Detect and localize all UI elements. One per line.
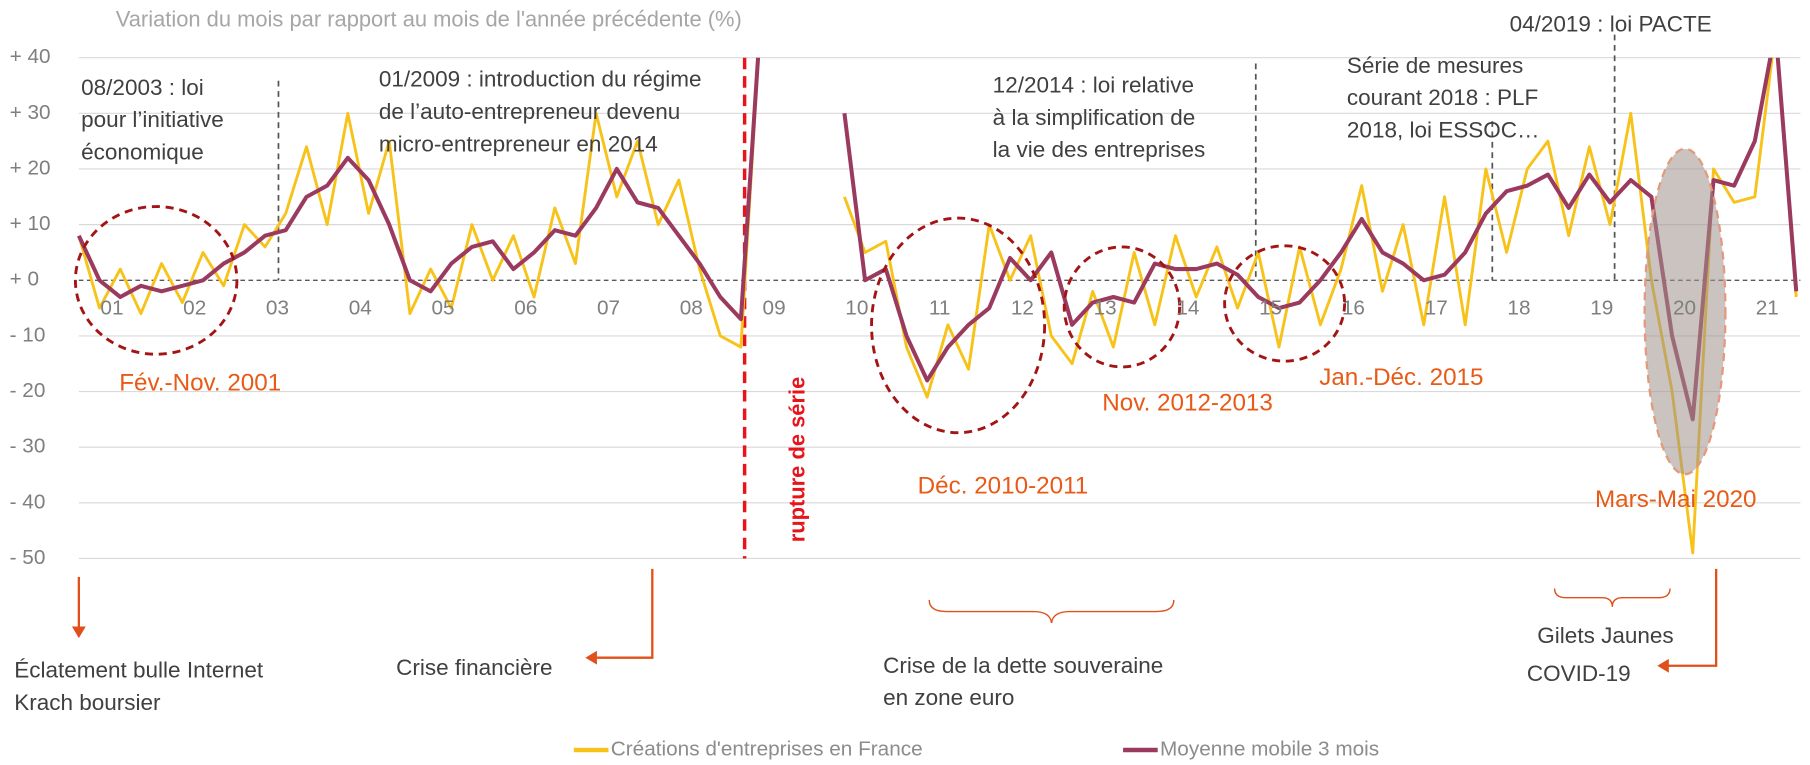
y-tick-label: - 40 — [10, 490, 46, 513]
highlight-label: Déc. 2010-2011 — [918, 472, 1089, 499]
annotation: économique — [81, 139, 204, 164]
annotation: de l’auto-entrepreneur devenu — [379, 99, 680, 124]
brace — [928, 599, 1175, 624]
x-tick-label: 20 — [1673, 297, 1696, 320]
braces — [928, 588, 1671, 624]
arrow-head — [1657, 658, 1669, 673]
annotation: à la simplification de — [993, 105, 1196, 130]
event-label: Crise de la dette souveraine — [883, 653, 1163, 678]
x-tick-label: 13 — [1094, 297, 1117, 320]
x-tick-label: 09 — [763, 297, 786, 320]
x-tick-label: 10 — [845, 297, 868, 320]
highlight-ellipses — [73, 205, 1347, 435]
x-tick-label: 04 — [349, 297, 372, 320]
x-tick-label: 17 — [1425, 297, 1448, 320]
y-tick-label: + 40 — [10, 45, 51, 68]
break-label: rupture de série — [785, 377, 810, 543]
arrow-heads — [71, 626, 1669, 673]
arrow — [594, 568, 654, 659]
annotation: micro-entrepreneur en 2014 — [379, 131, 658, 156]
x-tick-label: 12 — [1011, 297, 1034, 320]
highlight-ellipse — [73, 205, 239, 356]
legend-label: Moyenne mobile 3 mois — [1160, 737, 1379, 760]
event-label: Krach boursier — [14, 690, 161, 715]
highlight-ellipse — [1223, 244, 1347, 363]
y-tick-label: + 0 — [10, 268, 39, 291]
annotation: courant 2018 : PLF — [1347, 85, 1538, 110]
legend-label: Créations d'entreprises en France — [611, 737, 923, 760]
annotation: Série de mesures — [1347, 53, 1523, 78]
event-label: COVID-19 — [1527, 661, 1631, 686]
plot-area — [77, 57, 1799, 555]
event-label: Crise financière — [396, 655, 552, 680]
x-tick-label: 18 — [1507, 297, 1530, 320]
x-tick-label: 03 — [266, 297, 289, 320]
x-tick-label: 16 — [1342, 297, 1365, 320]
highlight-label: Fév.-Nov. 2001 — [119, 370, 281, 397]
arrows — [77, 568, 1718, 667]
highlight-label: Mars-Mai 2020 — [1595, 486, 1757, 513]
highlight-ellipse — [1062, 245, 1182, 369]
annotation: la vie des entreprises — [993, 137, 1206, 162]
x-tick-label: 08 — [680, 297, 703, 320]
legend: Créations d'entreprises en France Moyenne… — [573, 737, 1379, 760]
x-tick-label: 06 — [514, 297, 537, 320]
event-label: Gilets Jaunes — [1537, 623, 1673, 648]
event-label: en zone euro — [883, 685, 1014, 710]
x-tick-label: 07 — [597, 297, 620, 320]
y-tick-label: - 10 — [10, 323, 46, 346]
annotation: 01/2009 : introduction du régime — [379, 67, 702, 92]
chart-title: Variation du mois par rapport au mois de… — [116, 7, 742, 32]
x-tick-label: 05 — [431, 297, 454, 320]
annotation: 2018, loi ESSOC… — [1347, 117, 1540, 142]
event-lines — [277, 34, 1616, 281]
y-tick-label: + 30 — [10, 101, 51, 124]
annotation: 08/2003 : loi — [81, 75, 204, 100]
highlight-label: Jan.-Déc. 2015 — [1319, 364, 1483, 391]
x-tick-label: 02 — [183, 297, 206, 320]
event-label: Éclatement bulle Internet — [14, 657, 264, 682]
series-line — [77, 57, 1799, 422]
highlight-label: Nov. 2012-2013 — [1102, 389, 1273, 416]
x-tick-label: 19 — [1590, 297, 1613, 320]
arrow-head — [71, 626, 86, 639]
y-tick-label: - 20 — [10, 379, 46, 402]
y-tick-label: - 50 — [10, 546, 46, 569]
y-tick-label: - 30 — [10, 435, 46, 458]
annotation: pour l’initiative — [81, 107, 224, 132]
covid-ellipse — [1643, 147, 1727, 476]
x-tick-label: 11 — [929, 297, 951, 320]
annotation: 04/2019 : loi PACTE — [1510, 11, 1712, 36]
series-lines — [77, 57, 1799, 555]
series-line — [77, 57, 1798, 555]
arrow-head — [585, 650, 597, 665]
x-tick-label: 15 — [1259, 297, 1282, 320]
highlight-ellipse — [870, 216, 1047, 435]
arrow — [1666, 568, 1718, 667]
x-tick-label: 14 — [1176, 297, 1199, 320]
y-tick-label: + 20 — [10, 156, 51, 179]
x-tick-label: 01 — [100, 297, 123, 320]
annotation: 12/2014 : loi relative — [993, 72, 1194, 97]
y-tick-label: + 10 — [10, 212, 51, 235]
brace — [1553, 588, 1671, 607]
x-tick-label: 21 — [1756, 297, 1779, 320]
